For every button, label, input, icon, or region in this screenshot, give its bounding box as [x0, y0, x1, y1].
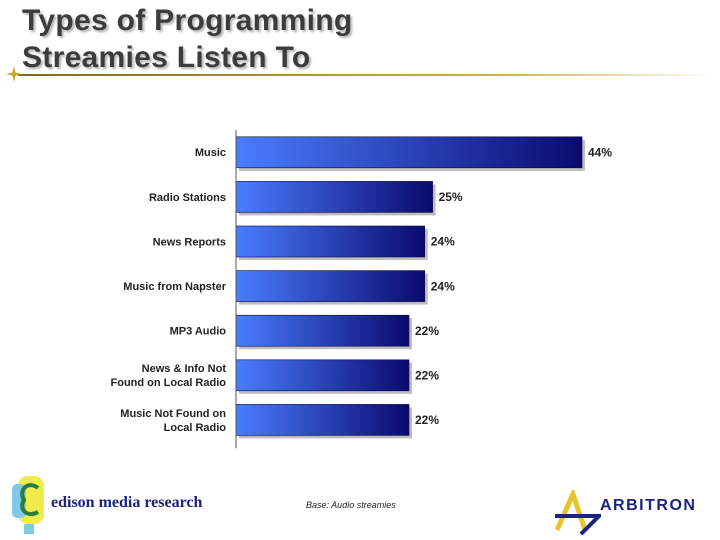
bar [235, 314, 410, 347]
category-label: Music Not Found on [120, 408, 226, 420]
bar-value-label: 22% [415, 413, 439, 427]
category-label: MP3 Audio [170, 326, 227, 338]
chart-footnote: Base: Audio streamies [306, 500, 396, 510]
bar [235, 181, 433, 213]
category-label: Found on Local Radio [111, 377, 227, 389]
bar-value-label: 25% [439, 190, 463, 204]
category-label: News & Info Not [142, 363, 227, 375]
sparkle-icon [6, 66, 22, 82]
bar [235, 270, 426, 302]
arbitron-logo-text: ARBITRON [600, 497, 697, 514]
bar-value-label: 24% [431, 235, 455, 249]
bar-value-label: 22% [415, 324, 439, 338]
bar [235, 136, 583, 169]
edison-logo-text: edison media research [51, 494, 203, 511]
bar [235, 225, 426, 258]
category-label: Music [195, 147, 226, 159]
category-label: Music from Napster [123, 281, 226, 293]
slide-title: Types of Programming Streamies Listen To [22, 2, 353, 76]
bar-value-label: 44% [588, 145, 612, 159]
edison-logo-icon [12, 476, 44, 534]
category-label: Radio Stations [149, 192, 226, 204]
slide-title-line-2: Streamies Listen To [22, 41, 311, 74]
bar-value-label: 22% [415, 368, 439, 382]
bar [235, 359, 410, 392]
category-label: Local Radio [164, 422, 227, 434]
arbitron-logo-icon [554, 490, 601, 536]
title-divider [18, 74, 720, 76]
category-label: News Reports [153, 236, 226, 248]
slide-title-line-1: Types of Programming [22, 4, 353, 37]
bar-value-label: 24% [431, 279, 455, 293]
bar [235, 404, 410, 436]
